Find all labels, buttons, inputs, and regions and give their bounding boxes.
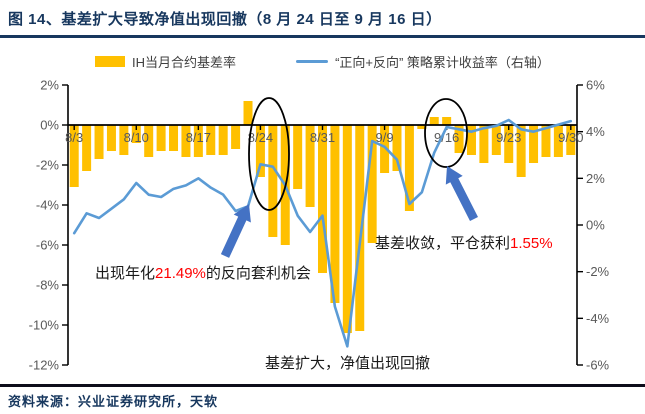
highlight-ellipse (248, 97, 290, 211)
basis-rate-bar (380, 125, 390, 173)
basis-rate-bar (243, 101, 253, 125)
basis-rate-bar (491, 125, 501, 155)
basis-rate-bar (82, 125, 92, 171)
basis-rate-bar (466, 125, 476, 155)
basis-rate-bar (255, 125, 265, 177)
axis-tick-label: -4% (586, 311, 610, 326)
axis-tick-label: -8% (36, 278, 60, 293)
chart-area: 2% 0% -2% -4% -6% -8% -10% -12% 6% 4% 2% 0% -2% -4% -6… (0, 78, 645, 378)
axis-tick-label: 9/30 (558, 130, 583, 145)
annotation-arrow-icon (220, 204, 251, 258)
legend-item-basis-rate: IH当月合约基差率 (95, 52, 236, 71)
axis-tick-label: -10% (29, 318, 60, 333)
bar-series-swatch-icon (95, 56, 126, 67)
basis-rate-bar (218, 125, 228, 155)
basis-rate-bar (429, 117, 439, 125)
basis-rate-bar (305, 125, 315, 207)
annotation-text: 基差收敛，平仓获利1.55% (375, 235, 553, 252)
basis-rate-bar (193, 125, 203, 157)
axis-tick-label: 4% (586, 124, 605, 139)
axis-tick-label: -6% (586, 358, 610, 373)
basis-rate-bar (553, 125, 563, 157)
basis-rate-bar (206, 125, 216, 155)
basis-rate-bar (293, 125, 303, 189)
basis-rate-bar (516, 125, 526, 177)
axis-tick-label: -2% (36, 158, 60, 173)
axis-tick-label: 8/31 (310, 130, 335, 145)
annotation-text: 出现年化21.49%的反向套利机会 (95, 265, 311, 282)
annotation-arrow-icon (445, 166, 478, 221)
basis-rate-bar (479, 125, 489, 163)
axis-tick-label: 2% (40, 78, 59, 93)
axis-tick-label: 8/10 (124, 130, 149, 145)
basis-rate-bar (404, 125, 414, 211)
axis-tick-label: 2% (586, 171, 605, 186)
basis-rate-bar (268, 125, 278, 237)
axis-tick-label: 0% (586, 218, 605, 233)
basis-rate-bar (231, 125, 241, 149)
basis-rate-bar (94, 125, 104, 159)
basis-rate-bar (454, 125, 464, 153)
legend-item-strategy-return: “正向+反向” 策略累计收益率（右轴） (296, 52, 550, 71)
basis-rate-bar (318, 125, 327, 273)
figure-header: 图 14、基差扩大导致净值出现回撤（8 月 24 日至 9 月 16 日） (0, 0, 645, 38)
basis-rate-bar (529, 125, 539, 163)
legend-label-strategy-return: “正向+反向” 策略累计收益率（右轴） (335, 55, 550, 70)
strategy-return-line (72, 118, 573, 348)
title-divider (0, 35, 645, 38)
basis-rate-bar (392, 125, 402, 171)
axis-tick-label: 8/24 (248, 130, 273, 145)
highlight-ellipse (424, 98, 468, 168)
line-series-swatch-icon (296, 60, 329, 63)
basis-rate-bar (106, 125, 116, 151)
chart-canvas: 2% 0% -2% -4% -6% -8% -10% -12% 6% 4% 2% 0% -2% -4% -6… (29, 78, 610, 373)
footer-divider (0, 384, 645, 387)
axis-tick-label: 9/23 (496, 130, 521, 145)
basis-rate-bar (342, 125, 352, 333)
axis-tick-label: 8/17 (186, 130, 211, 145)
annotation-text: 基差扩大，净值出现回撤 (265, 355, 430, 372)
axis-tick-label: 0% (40, 118, 59, 133)
basis-rate-bar (367, 125, 377, 243)
figure-title: 图 14、基差扩大导致净值出现回撤（8 月 24 日至 9 月 16 日） (8, 11, 442, 28)
axis-tick-label: -2% (586, 264, 610, 279)
basis-rate-bar (131, 125, 141, 143)
axis-tick-label: 8/3 (65, 130, 83, 145)
basis-rate-bar (442, 117, 452, 125)
axis-tick-label: 6% (586, 78, 605, 93)
source-text: 资料来源：兴业证券研究所，天软 (8, 394, 219, 409)
axis-tick-label: 9/9 (376, 130, 394, 145)
axis-tick-label: -4% (36, 198, 60, 213)
basis-rate-bar (119, 125, 129, 155)
basis-rate-bar (69, 125, 79, 187)
axis-tick-label: -12% (29, 358, 60, 373)
basis-rate-bar (156, 125, 166, 151)
basis-rate-bar (355, 125, 365, 331)
basis-rate-bar (541, 125, 551, 157)
basis-rate-bar (181, 125, 191, 157)
legend-label-basis-rate: IH当月合约基差率 (132, 55, 237, 70)
basis-rate-bar (330, 125, 340, 303)
basis-rate-bar (144, 125, 154, 157)
axis-tick-label: -6% (36, 238, 60, 253)
basis-rate-bar (566, 125, 576, 155)
basis-rate-bar (169, 125, 179, 151)
basis-rate-bar (504, 125, 514, 163)
basis-rate-bar (417, 125, 427, 129)
chart-legend: IH当月合约基差率 “正向+反向” 策略累计收益率（右轴） (0, 52, 645, 71)
